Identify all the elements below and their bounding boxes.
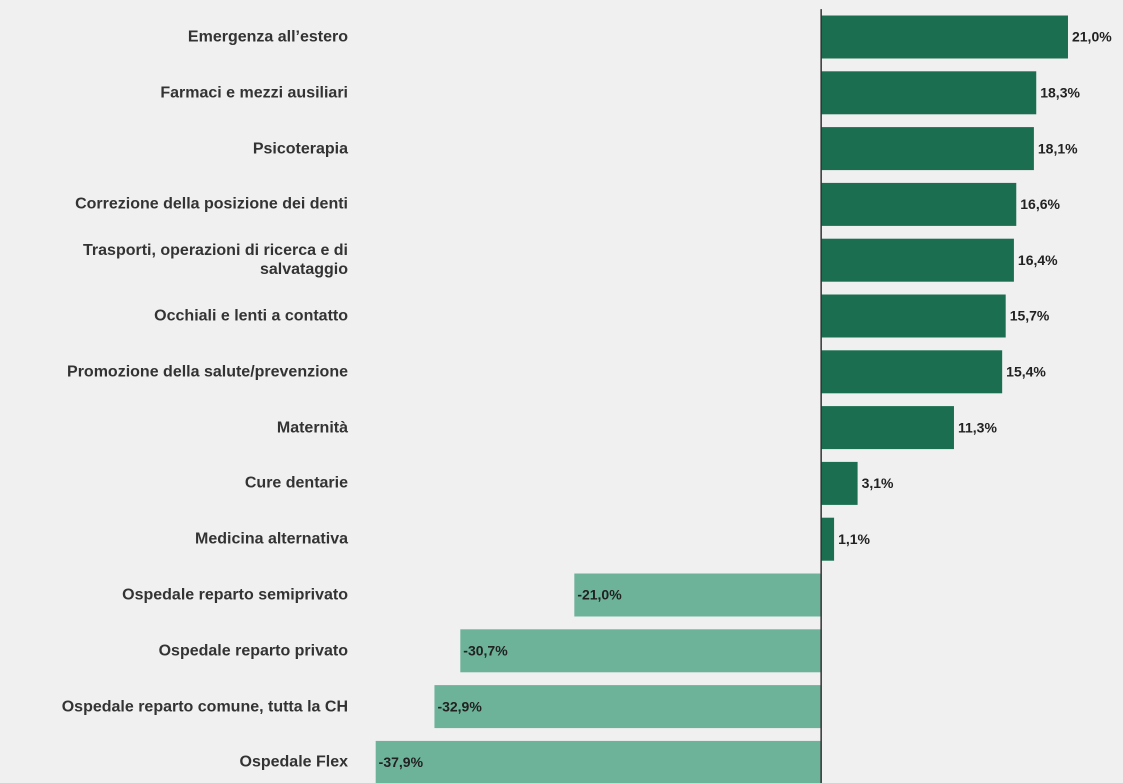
value-label: -21,0% — [577, 587, 622, 603]
bar — [375, 740, 822, 783]
bar — [460, 629, 822, 673]
bar — [821, 182, 1017, 226]
bar — [821, 517, 835, 561]
value-label: 11,3% — [958, 419, 997, 435]
bar — [821, 127, 1034, 171]
category-label: Cure dentarie — [244, 474, 348, 492]
category-label: Promozione della salute/prevenzione — [67, 363, 348, 381]
value-label: 15,4% — [1006, 364, 1046, 380]
category-label: Farmaci e mezzi ausiliari — [160, 84, 348, 102]
value-label: 16,6% — [1020, 196, 1060, 212]
bar — [434, 685, 822, 729]
value-label: 1,1% — [838, 531, 870, 547]
category-label: Emergenza all’estero — [187, 28, 348, 46]
category-label: Ospedale reparto privato — [158, 642, 348, 660]
category-label: Maternità — [276, 419, 348, 437]
category-label: Ospedale reparto semiprivato — [122, 586, 348, 604]
value-label: 18,1% — [1038, 140, 1078, 156]
bar — [821, 238, 1014, 282]
category-label: Occhiali e lenti a contatto — [154, 307, 348, 325]
value-label: -32,9% — [437, 698, 482, 714]
value-label: -37,9% — [379, 754, 424, 770]
bar — [821, 350, 1003, 394]
bar — [821, 15, 1068, 59]
value-label: -30,7% — [463, 643, 508, 659]
bar — [574, 573, 822, 617]
category-label: Ospedale Flex — [239, 753, 349, 771]
value-label: 21,0% — [1072, 29, 1112, 45]
category-label: Ospedale reparto comune, tutta la CH — [61, 698, 348, 716]
category-label: Psicoterapia — [252, 140, 348, 158]
value-label: 18,3% — [1040, 85, 1080, 101]
category-label: Trasporti, operazioni di ricerca e di sa… — [83, 242, 348, 279]
bar — [821, 406, 954, 450]
bar — [821, 461, 858, 505]
value-label: 16,4% — [1018, 252, 1058, 268]
category-label: Correzione della posizione dei denti — [75, 195, 348, 213]
category-label: Medicina alternativa — [195, 530, 348, 548]
bar — [821, 294, 1006, 338]
value-label: 15,7% — [1010, 308, 1050, 324]
bar — [821, 71, 1037, 115]
value-label: 3,1% — [862, 475, 894, 491]
